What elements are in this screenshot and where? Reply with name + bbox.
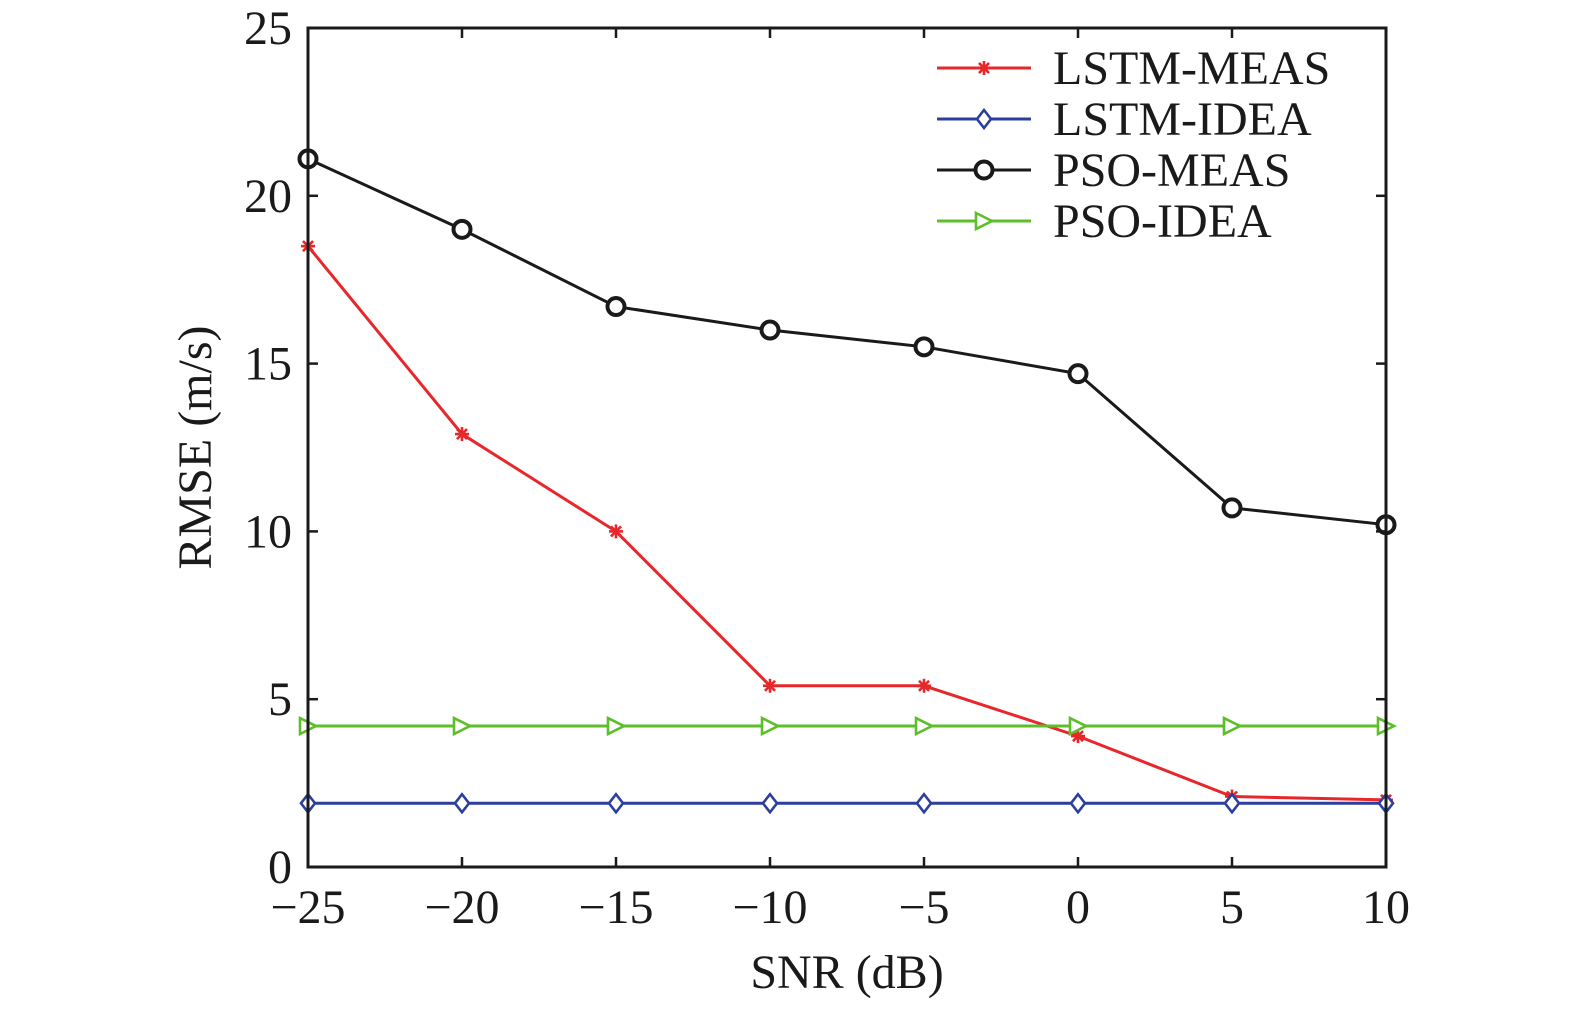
- x-tick-label: −15: [578, 881, 653, 934]
- legend-label: LSTM-IDEA: [1053, 93, 1312, 146]
- data-point-pso-idea: [452, 715, 473, 737]
- legend-entry-lstm-idea: LSTM-IDEA: [937, 93, 1312, 146]
- data-point-pso-idea: [760, 715, 781, 737]
- data-point-pso-meas: [1221, 497, 1243, 519]
- series-pso-meas: [297, 148, 1397, 536]
- legend-entry-lstm-meas: LSTM-MEAS: [937, 42, 1330, 95]
- data-point-pso-meas: [451, 218, 473, 240]
- legend-marker-pso-meas: [973, 159, 995, 181]
- legend-marker-lstm-meas: [977, 61, 991, 75]
- y-tick-label: 5: [268, 673, 292, 726]
- data-point-lstm-meas: [763, 678, 777, 693]
- x-tick-label: 0: [1066, 881, 1090, 934]
- x-axis-label: SNR (dB): [750, 946, 943, 999]
- y-tick-label: 15: [244, 338, 292, 391]
- y-tick-label: 25: [244, 2, 292, 55]
- legend-marker-pso-idea: [974, 210, 995, 232]
- data-point-pso-meas: [913, 336, 935, 358]
- legend-label: LSTM-MEAS: [1053, 42, 1330, 95]
- legend-entry-pso-idea: PSO-IDEA: [937, 195, 1272, 248]
- legend-marker-lstm-idea: [975, 107, 993, 131]
- data-point-pso-idea: [1222, 715, 1243, 737]
- plot-area: [297, 148, 1397, 815]
- legend-label: PSO-IDEA: [1053, 195, 1272, 248]
- y-axis-label: RMSE (m/s): [169, 325, 222, 569]
- y-tick-label: 20: [244, 170, 292, 223]
- series-lstm-meas: [301, 239, 1393, 807]
- x-tick-label: −25: [270, 881, 345, 934]
- data-point-lstm-meas: [455, 427, 469, 442]
- legend-entry-pso-meas: PSO-MEAS: [937, 144, 1290, 197]
- x-tick-label: −10: [732, 881, 807, 934]
- y-tick-label: 10: [244, 505, 292, 558]
- data-point-lstm-idea: [1223, 792, 1241, 815]
- series-pso-idea: [298, 715, 1397, 737]
- series-line-lstm-meas: [306, 245, 1387, 802]
- data-point-pso-meas: [759, 319, 781, 341]
- data-point-pso-idea: [1068, 715, 1089, 737]
- data-point-pso-idea: [914, 715, 935, 737]
- data-point-lstm-idea: [607, 792, 625, 815]
- x-tick-label: −5: [898, 881, 949, 934]
- series-line-pso-meas: [307, 157, 1387, 527]
- data-point-lstm-idea: [453, 792, 471, 815]
- data-point-lstm-meas: [609, 524, 623, 539]
- y-tick-label: 0: [268, 841, 292, 894]
- axis-ticks: −25 −20 −15 −10 −5 0 5 10 0 5 10 15 20 25: [244, 2, 1410, 934]
- legend-label: PSO-MEAS: [1053, 144, 1290, 197]
- axes-frame: [306, 26, 1388, 869]
- data-point-pso-meas: [605, 296, 627, 318]
- data-point-lstm-meas: [917, 678, 931, 693]
- data-point-lstm-idea: [915, 792, 933, 815]
- data-point-lstm-idea: [761, 792, 779, 815]
- x-tick-label: 5: [1220, 881, 1244, 934]
- x-tick-label: 10: [1362, 881, 1410, 934]
- data-point-lstm-idea: [1069, 792, 1087, 815]
- x-tick-label: −20: [424, 881, 499, 934]
- data-point-pso-meas: [1067, 363, 1089, 385]
- series-lstm-idea: [299, 792, 1395, 815]
- data-point-pso-idea: [606, 715, 627, 737]
